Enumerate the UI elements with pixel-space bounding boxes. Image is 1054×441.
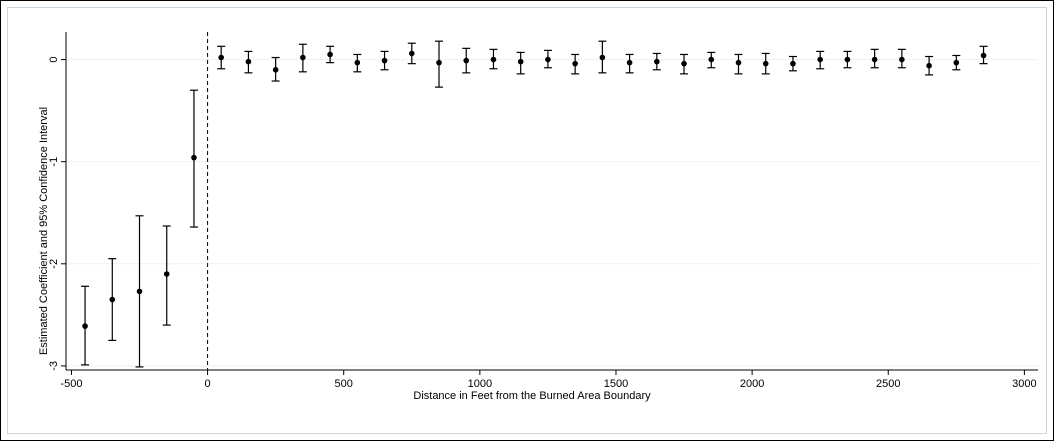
x-tick-label: 2500 [876,378,900,390]
data-point [163,271,170,277]
data-point [572,60,578,67]
y-tick-label: -2 [48,259,60,269]
data-point [354,59,361,66]
data-point [762,60,769,67]
data-point [844,56,851,63]
x-tick-label: 0 [205,378,211,390]
data-point [272,66,279,73]
x-tick-label: 2000 [740,378,764,390]
plot-region-frame [7,7,1047,434]
data-point [735,59,742,66]
data-point [463,57,470,64]
data-point [871,56,878,63]
data-point [817,56,823,63]
data-point [245,58,252,65]
data-point [899,56,905,63]
data-point [599,54,606,61]
data-point [136,288,143,295]
data-point [408,50,415,57]
y-tick-label: -1 [48,157,60,167]
data-point [218,54,224,61]
data-point [926,62,932,69]
x-tick-label: 500 [335,378,353,390]
x-tick-label: -500 [60,378,82,390]
data-point [327,51,333,58]
data-point [82,323,88,329]
data-point [708,56,715,63]
data-point [300,54,306,61]
data-point [626,59,633,66]
y-tick-label: 0 [48,57,60,63]
y-axis-title: Estimated Coefficient and 95% Confidence… [38,107,50,355]
data-point [490,56,497,63]
x-tick-label: 3000 [1012,378,1036,390]
grid-lines [66,59,1038,367]
data-point [517,58,524,65]
data-point [790,60,796,67]
data-marks [81,40,988,368]
data-point [980,52,987,59]
y-tick-label: -3 [48,361,60,371]
data-point [654,58,660,65]
x-tick-label: 1500 [604,378,628,390]
data-point [109,296,116,303]
data-point [953,59,960,66]
x-axis-title: Distance in Feet from the Burned Area Bo… [413,390,651,402]
data-point [436,59,442,66]
data-point [191,154,197,161]
axes: -3 -2 -1 0 -500 0 500 1000 1500 2000 2500 3000 [48,32,1038,390]
data-point [381,57,388,64]
x-tick-label: 1000 [468,378,492,390]
data-point [681,60,687,67]
data-point [545,56,551,63]
